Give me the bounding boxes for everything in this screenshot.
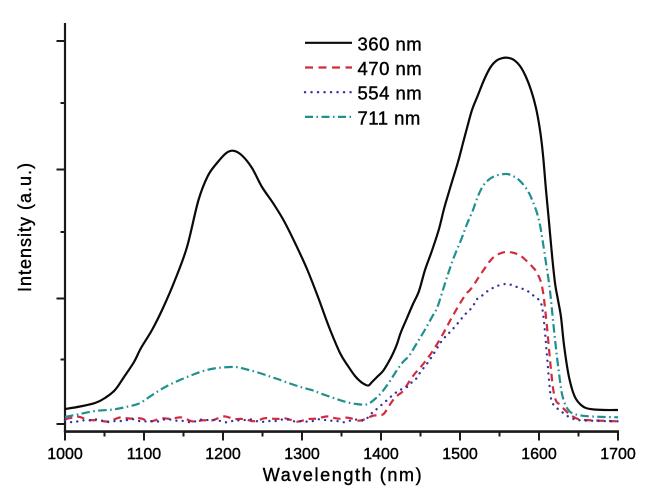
svg-text:470 nm: 470 nm xyxy=(358,58,423,79)
svg-text:1000: 1000 xyxy=(47,446,83,463)
svg-text:554 nm: 554 nm xyxy=(358,83,423,104)
svg-text:1100: 1100 xyxy=(127,446,162,463)
svg-text:1500: 1500 xyxy=(442,446,478,463)
svg-text:1700: 1700 xyxy=(600,446,636,463)
svg-text:360 nm: 360 nm xyxy=(358,33,423,54)
svg-text:1600: 1600 xyxy=(521,446,557,463)
svg-text:1300: 1300 xyxy=(284,446,320,463)
svg-text:Wavelength (nm): Wavelength (nm) xyxy=(263,465,423,485)
svg-text:711 nm: 711 nm xyxy=(358,107,421,128)
svg-text:Intensity (a.u.): Intensity (a.u.) xyxy=(15,162,35,292)
svg-text:1200: 1200 xyxy=(205,446,241,463)
svg-text:1400: 1400 xyxy=(363,446,399,463)
